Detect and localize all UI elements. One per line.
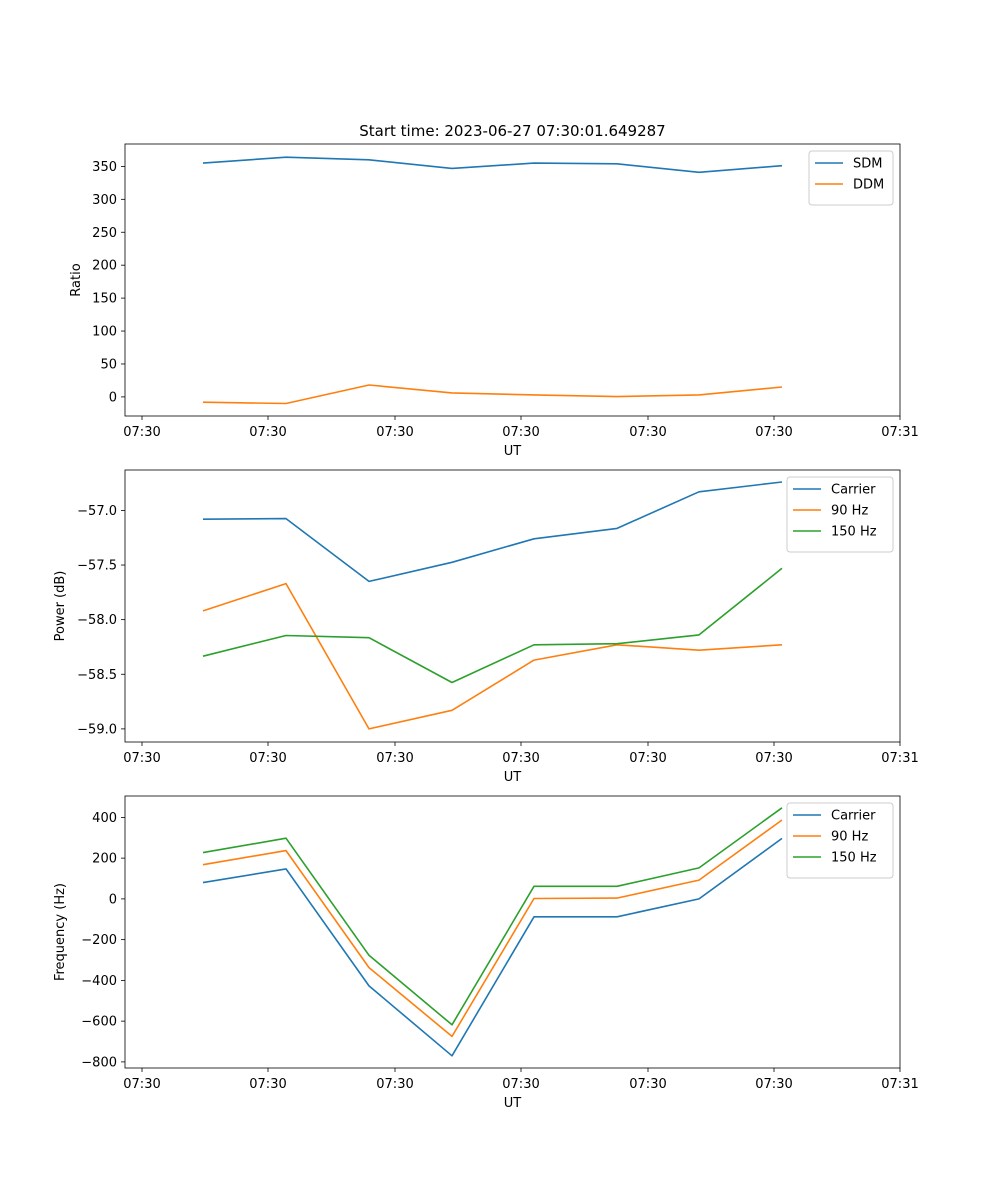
legend: Carrier 90 Hz 150 Hz [786,476,894,553]
x-tick-label: 07:30 [249,1077,286,1092]
series-line-carrier [202,481,783,583]
x-tick-label: 07:31 [881,1077,918,1092]
legend-label: SDM [853,157,882,172]
chart-title: Start time: 2023-06-27 07:30:01.649287 [359,122,665,140]
x-tick-label: 07:30 [249,425,286,440]
y-tick-label: −58.0 [77,613,117,628]
x-tick-label: 07:30 [249,751,286,766]
y-tick-label: 300 [92,193,117,208]
legend-frame [786,802,894,879]
x-tick-label: 07:30 [376,751,413,766]
y-tick-label: 350 [92,160,117,175]
x-tick-label: 07:30 [629,425,666,440]
series-line-150-hz [202,567,783,684]
axes-frame [124,795,901,1069]
x-tick-label: 07:30 [502,751,539,766]
y-tick-label: −57.5 [77,559,117,574]
x-tick-label: 07:30 [123,425,160,440]
y-axis-label: Power (dB) [53,571,68,642]
legend: Carrier 90 Hz 150 Hz [786,802,894,879]
legend-label: Carrier [831,483,876,498]
x-tick-label: 07:30 [123,751,160,766]
y-tick-label: 0 [109,892,117,907]
y-tick-label: −200 [81,933,117,948]
chart-1: Start time: 2023-06-27 07:30:01.649287 07… [69,122,919,459]
y-axis-label: Ratio [69,263,84,296]
series-line-ddm [202,384,783,405]
y-tick-label: 150 [92,292,117,307]
y-tick-label: −400 [81,974,117,989]
legend-label: 150 Hz [831,851,877,866]
y-tick-label: 200 [92,852,117,867]
x-tick-label: 07:30 [123,1077,160,1092]
x-tick-label: 07:31 [881,425,918,440]
x-tick-label: 07:30 [629,751,666,766]
y-tick-label: −58.5 [77,668,117,683]
y-tick-label: −57.0 [77,504,117,519]
y-axis-label: Frequency (Hz) [53,883,68,981]
x-tick-label: 07:30 [376,1077,413,1092]
y-tick-label: 0 [109,390,117,405]
x-axis-label: UT [504,444,522,459]
series-line-90-hz [202,819,783,1038]
legend-label: Carrier [831,809,876,824]
y-tick-label: −600 [81,1015,117,1030]
legend-label: 90 Hz [831,830,868,845]
series-line-150-hz [202,807,783,1026]
legend-frame [786,476,894,553]
legend-frame [808,150,894,206]
series-line-sdm [202,156,783,174]
legend-label: DDM [853,178,884,193]
y-tick-label: 100 [92,325,117,340]
y-tick-label: 50 [100,357,117,372]
x-axis-label: UT [504,1096,522,1111]
series-line-carrier [202,837,783,1057]
axes-frame [124,143,901,417]
chart-3: 07:30 07:30 07:30 07:30 07:30 07:30 07:31 UT −80… [53,795,919,1111]
y-tick-label: 250 [92,226,117,241]
y-tick-label: 200 [92,259,117,274]
axes-frame [124,469,901,743]
x-tick-label: 07:30 [755,1077,792,1092]
x-tick-label: 07:31 [881,751,918,766]
y-tick-label: −59.0 [77,722,117,737]
x-tick-label: 07:30 [755,751,792,766]
series-line-90-hz [202,582,783,730]
chart-2: 07:30 07:30 07:30 07:30 07:30 07:30 07:31 UT −59… [53,469,919,785]
x-tick-label: 07:30 [502,425,539,440]
y-tick-label: −800 [81,1055,117,1070]
x-axis-label: UT [504,770,522,785]
x-tick-label: 07:30 [376,425,413,440]
x-tick-label: 07:30 [502,1077,539,1092]
y-tick-label: 400 [92,811,117,826]
x-tick-label: 07:30 [755,425,792,440]
legend-label: 90 Hz [831,504,868,519]
legend-label: 150 Hz [831,525,877,540]
x-tick-label: 07:30 [629,1077,666,1092]
legend: SDM DDM [808,150,894,206]
